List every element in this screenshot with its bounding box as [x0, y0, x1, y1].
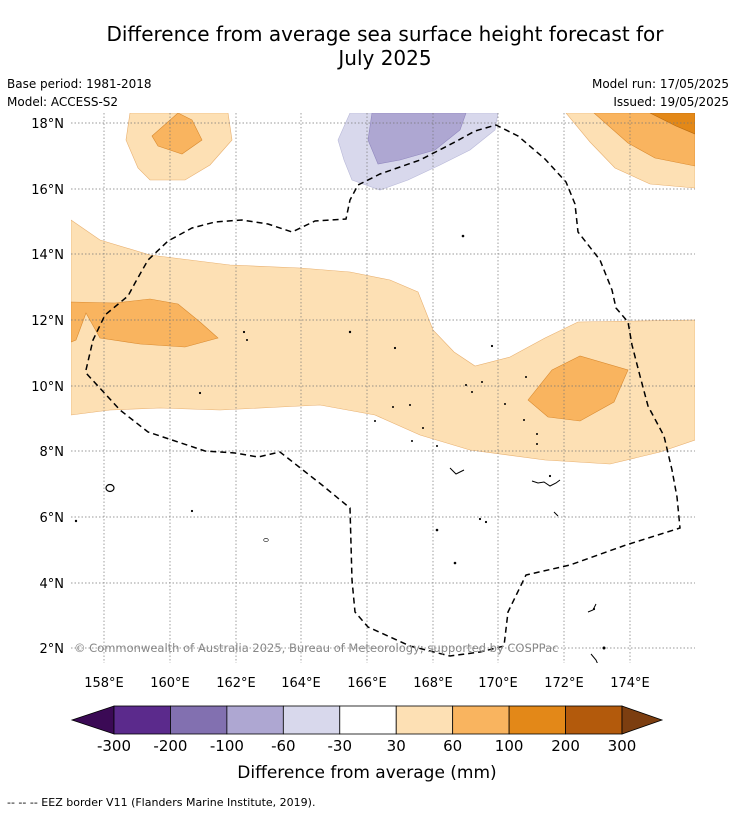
colorbar-tick-label: -300	[97, 737, 131, 755]
lon-label: 166°E	[347, 676, 387, 691]
lon-label: 162°E	[216, 676, 256, 691]
title-line-1: Difference from average sea surface heig…	[106, 22, 664, 46]
colorbar-tick-label: -200	[153, 737, 187, 755]
lat-label: 6°N	[40, 511, 65, 526]
islands	[74, 234, 606, 650]
lat-label: 2°N	[40, 642, 65, 657]
atoll-outlines	[449, 467, 598, 663]
colorbar-label: Difference from average (mm)	[237, 763, 496, 783]
colorbar-segment	[170, 705, 228, 735]
issued-date: Issued: 19/05/2025	[613, 95, 729, 109]
lat-label: 10°N	[31, 380, 64, 395]
lat-label: 12°N	[31, 314, 64, 329]
colorbar-extend-left	[70, 705, 115, 735]
graticule	[71, 113, 695, 663]
colorbar-segment	[395, 705, 454, 735]
colorbar-segment	[565, 705, 623, 735]
meta-right: Model run: 17/05/2025 Issued: 19/05/2025	[592, 75, 729, 111]
meta-left: Base period: 1981-2018 Model: ACCESS-S2	[7, 75, 152, 111]
lon-label: 174°E	[610, 676, 650, 691]
lat-label: 4°N	[40, 577, 65, 592]
colorbar-tick-label: -100	[210, 737, 244, 755]
colorbar-segment	[282, 705, 341, 735]
lon-label: 164°E	[281, 676, 321, 691]
colorbar-segment	[339, 705, 397, 735]
map-area: © Commonwealth of Australia 2025, Bureau…	[71, 113, 695, 663]
colorbar-tick-label: 60	[443, 737, 462, 755]
lat-label: 16°N	[31, 183, 64, 198]
lat-label: 8°N	[40, 445, 65, 460]
lon-label: 172°E	[544, 676, 584, 691]
colorbar-segment	[113, 705, 171, 735]
contour-100-200-top-right	[649, 113, 695, 135]
title-line-2: July 2025	[338, 46, 432, 70]
colorbar-extend-right	[621, 705, 664, 735]
eez-footnote: -- -- -- EEZ border V11 (Flanders Marine…	[7, 796, 316, 809]
colorbar-segment	[226, 705, 284, 735]
copyright-notice: © Commonwealth of Australia 2025, Bureau…	[74, 641, 558, 655]
contour-60-100-top-right	[593, 113, 695, 167]
lat-labels: 2°N 4°N 6°N 8°N 10°N 12°N 14°N 16°N 18°N	[31, 117, 64, 657]
lat-label: 18°N	[31, 117, 64, 132]
colorbar-tick-label: 300	[608, 737, 637, 755]
colorbar-tick-label: 100	[495, 737, 524, 755]
colorbar-tick-label: 200	[551, 737, 580, 755]
model-run: Model run: 17/05/2025	[591, 77, 729, 91]
lon-label: 160°E	[150, 676, 190, 691]
map-title: Difference from average sea surface heig…	[40, 22, 730, 70]
eez-border	[85, 124, 681, 657]
lon-label: 170°E	[478, 676, 518, 691]
contour-60-100-top-left	[151, 113, 203, 155]
colorbar-ticks: -300 -200 -100 -60 -30 30 60 100 200 300	[97, 737, 636, 755]
colorbar-segment	[508, 705, 566, 735]
colorbar: -300 -200 -100 -60 -30 30 60 100 200 300 Differen…	[70, 705, 664, 783]
colorbar-tick-label: -60	[271, 737, 296, 755]
model-name: Model: ACCESS-S2	[7, 95, 119, 109]
lon-label: 158°E	[84, 676, 124, 691]
contour-neg-60-100	[367, 113, 467, 165]
base-period: Base period: 1981-2018	[7, 77, 152, 91]
colorbar-tick-label: 30	[387, 737, 406, 755]
colorbar-segment	[452, 705, 510, 735]
colorbar-segments	[113, 705, 623, 735]
lon-labels: 158°E 160°E 162°E 164°E 166°E 168°E 170°…	[84, 676, 650, 691]
lat-label: 14°N	[31, 248, 64, 263]
lon-label: 168°E	[413, 676, 453, 691]
contour-60-100-left	[71, 298, 219, 348]
colorbar-tick-label: -30	[328, 737, 353, 755]
